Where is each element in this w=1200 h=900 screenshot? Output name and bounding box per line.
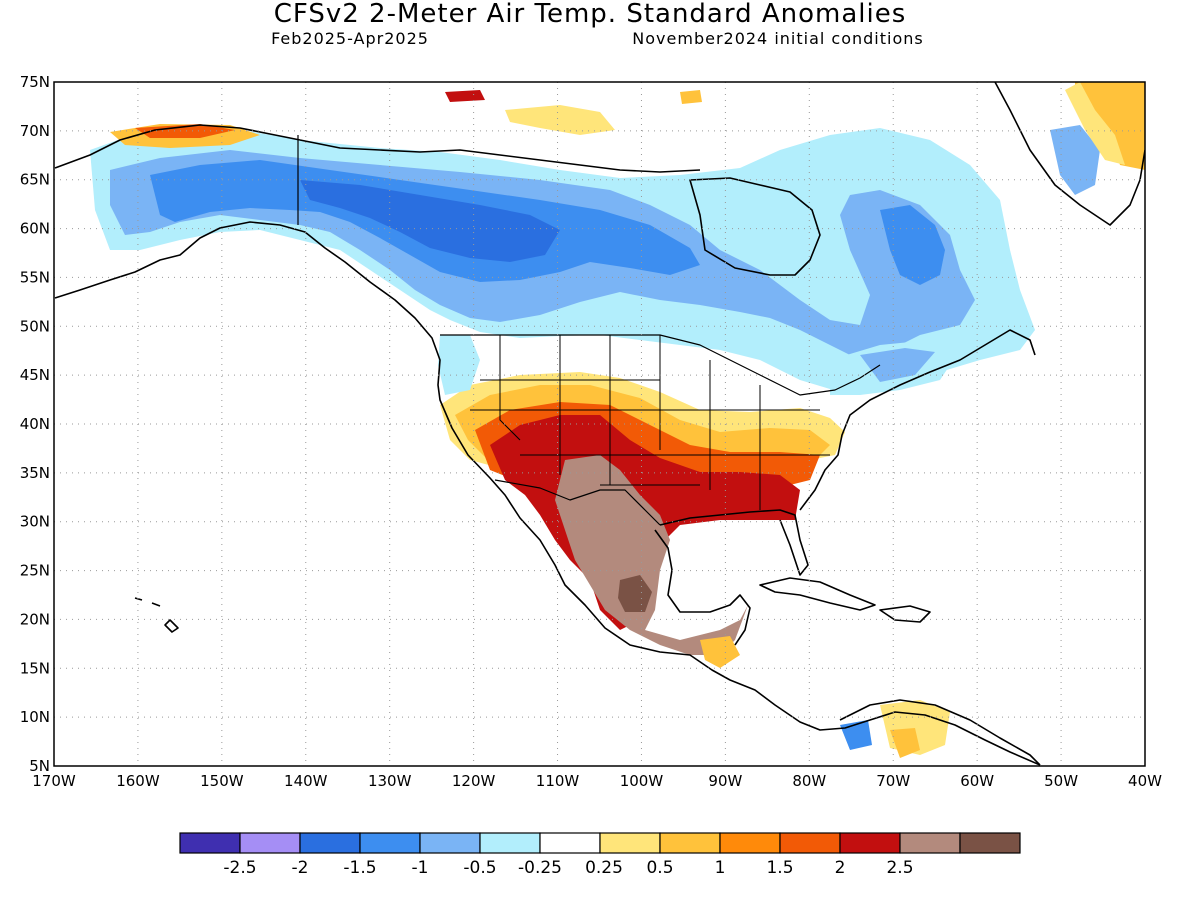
anomaly-region-brown-mexico xyxy=(618,575,652,612)
longitude-tick-label: 100W xyxy=(620,772,664,790)
longitude-tick-label: 140W xyxy=(284,772,328,790)
latitude-tick-label: 35N xyxy=(20,464,50,482)
colorbar-tick-label: 1.5 xyxy=(766,858,793,878)
colorbar-swatch xyxy=(659,832,721,854)
cuba-outline xyxy=(759,577,876,611)
colorbar-swatch xyxy=(899,832,961,854)
longitude-tick-label: 130W xyxy=(368,772,412,790)
colorbar-tick-label: 2 xyxy=(835,858,846,878)
initial-conditions: November2024 initial conditions xyxy=(632,29,923,48)
colorbar-tick-label: -0.5 xyxy=(463,858,496,878)
colorbar-swatch xyxy=(779,832,841,854)
latitude-tick-label: 10N xyxy=(20,708,50,726)
latitude-tick-label: 75N xyxy=(20,73,50,91)
anomaly-region-arctic-dark-orange xyxy=(135,124,235,138)
longitude-tick-label: 110W xyxy=(536,772,580,790)
latitude-tick-label: 5N xyxy=(29,757,50,775)
greenland-coast xyxy=(994,82,1145,226)
colorbar-swatch xyxy=(959,832,1021,854)
latitude-tick-label: 20N xyxy=(20,610,50,628)
colorbar-swatch xyxy=(419,832,481,854)
us-east-coast xyxy=(799,329,1036,511)
colorbar-tick-label: 0.25 xyxy=(585,858,623,878)
anomaly-region-arctic-orange-speck xyxy=(680,90,702,104)
anomaly-region-dark-blue xyxy=(300,180,560,262)
hispaniola-outline xyxy=(879,605,931,623)
latitude-tick-label: 45N xyxy=(20,366,50,384)
plot-frame xyxy=(53,81,1146,767)
longitude-tick-label: 60W xyxy=(960,772,994,790)
us-state-lines xyxy=(470,335,830,510)
latitude-tick-label: 65N xyxy=(20,171,50,189)
arctic-coast xyxy=(299,139,701,173)
colorbar-tick-label: 0.5 xyxy=(646,858,673,878)
south-america-coast xyxy=(839,699,1041,766)
longitude-tick-label: 150W xyxy=(200,772,244,790)
colorbar-swatch xyxy=(599,832,661,854)
anomaly-region-pale-blue-pnw xyxy=(438,335,480,395)
colorbar-swatch xyxy=(539,832,601,854)
latitude-axis-labels: 75N 70N 65N 60N 55N 50N 45N 40N 35N 30N 25N 20N 15N 1… xyxy=(20,73,50,775)
colorbar-swatch xyxy=(239,832,301,854)
gulf-of-mexico-coast xyxy=(654,529,751,646)
longitude-tick-label: 160W xyxy=(116,772,160,790)
colorbar-tick-label: -2.5 xyxy=(223,858,256,878)
coastlines-and-borders xyxy=(54,82,1145,766)
longitude-tick-label: 90W xyxy=(708,772,742,790)
latitude-tick-label: 25N xyxy=(20,562,50,580)
latitude-tick-label: 15N xyxy=(20,659,50,677)
longitude-tick-label: 50W xyxy=(1044,772,1078,790)
latitude-tick-label: 70N xyxy=(20,122,50,140)
latitude-tick-label: 60N xyxy=(20,220,50,238)
hawaii-islands xyxy=(134,597,179,633)
colorbar-swatch xyxy=(179,832,241,854)
forecast-period: Feb2025-Apr2025 xyxy=(271,29,429,48)
longitude-tick-label: 170W xyxy=(32,772,76,790)
north-america-coastline xyxy=(54,221,1041,766)
alaska-north-coast xyxy=(54,124,301,169)
colorbar-tick-label: -1 xyxy=(412,858,429,878)
latitude-tick-label: 40N xyxy=(20,415,50,433)
latitude-tick-label: 30N xyxy=(20,513,50,531)
longitude-tick-label: 120W xyxy=(452,772,496,790)
anomaly-region-light-blue-northeast xyxy=(860,348,935,382)
longitude-axis-labels: 170W 160W 150W 140W 130W 120W 110W 100W 90W 80W 70… xyxy=(32,772,1162,790)
anomaly-region-tan-mexico xyxy=(555,455,748,655)
colorbar-swatch xyxy=(359,832,421,854)
colorbar-tick-label: -2 xyxy=(292,858,309,878)
latitude-tick-label: 50N xyxy=(20,317,50,335)
colorbar-tick-label: 1 xyxy=(715,858,726,878)
colorbar-swatch xyxy=(719,832,781,854)
longitude-tick-label: 70W xyxy=(876,772,910,790)
anomaly-region-orange-south-america xyxy=(890,728,920,758)
colorbar-tick-label: -1.5 xyxy=(343,858,376,878)
colorbar-legend: -2.5 -2 -1.5 -1 -0.5 -0.25 0.25 0.5 1 1.5 2 2.5 xyxy=(179,832,1021,878)
longitude-tick-label: 80W xyxy=(792,772,826,790)
gulf-coast-us xyxy=(659,509,809,576)
colorbar-swatch xyxy=(839,832,901,854)
longitude-tick-label: 40W xyxy=(1128,772,1162,790)
colorbar-tick-label: -0.25 xyxy=(518,858,562,878)
anomaly-region-orange-central-america xyxy=(700,636,740,668)
hudson-bay-coast xyxy=(689,177,821,276)
latitude-tick-label: 55N xyxy=(20,268,50,286)
anomaly-region-arctic-yellow-islands xyxy=(505,105,615,135)
anomaly-region-yellow-greenland xyxy=(1065,82,1125,165)
map-title: CFSv2 2-Meter Air Temp. Standard Anomali… xyxy=(274,0,907,29)
anomaly-region-orange-greenland xyxy=(1075,82,1145,170)
colorbar-tick-label: 2.5 xyxy=(886,858,913,878)
us-mexico-border xyxy=(494,479,661,526)
map-plot-area xyxy=(54,82,1145,766)
dotted-graticule xyxy=(54,82,1145,766)
anomaly-region-arctic-red-speck xyxy=(445,90,485,102)
colorbar-swatch xyxy=(299,832,361,854)
anomaly-region-blue-greenland xyxy=(1050,125,1100,195)
colorbar-swatch xyxy=(479,832,541,854)
anomaly-region-blue-east-canada xyxy=(880,205,945,285)
